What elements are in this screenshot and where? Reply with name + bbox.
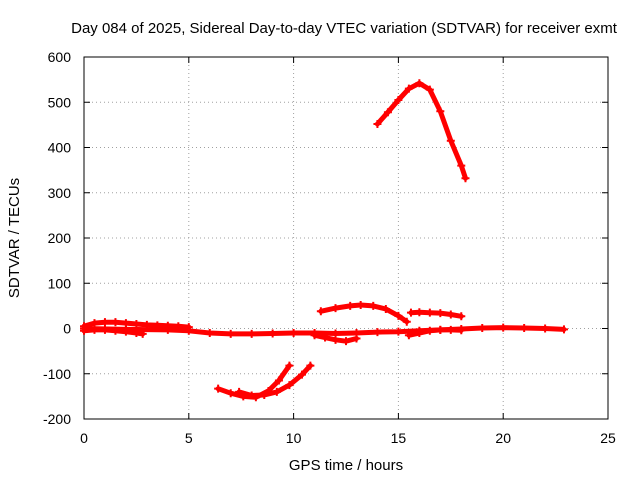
x-tick-label: 0	[80, 430, 88, 446]
data-point	[520, 324, 529, 333]
x-tick-label: 20	[495, 430, 511, 446]
data-point	[394, 327, 403, 336]
data-point	[436, 309, 445, 318]
data-point	[285, 381, 294, 390]
data-point	[289, 329, 298, 338]
data-point	[260, 391, 269, 400]
data-point	[310, 331, 319, 340]
data-point	[436, 107, 445, 116]
data-point	[226, 329, 235, 338]
data-point	[415, 308, 424, 317]
y-tick-label: 600	[48, 49, 72, 65]
data-point	[406, 308, 415, 317]
data-point	[446, 136, 455, 145]
data-point	[499, 323, 508, 332]
data-point	[247, 329, 256, 338]
x-tick-label: 25	[600, 430, 616, 446]
data-point	[394, 311, 403, 320]
data-point	[205, 329, 214, 338]
data-point	[457, 326, 466, 335]
data-point	[404, 84, 413, 93]
data-point	[342, 337, 350, 346]
data-point	[226, 389, 235, 398]
data-point	[373, 328, 382, 337]
y-tick-label: 100	[48, 275, 72, 291]
x-tick-label: 5	[185, 430, 193, 446]
chart-title: Day 084 of 2025, Sidereal Day-to-day VTE…	[71, 20, 618, 37]
data-point	[478, 324, 487, 333]
y-tick-label: -100	[43, 366, 71, 382]
data-point	[559, 325, 568, 334]
data-point	[214, 384, 223, 393]
grid	[84, 57, 608, 419]
data-point	[321, 333, 330, 342]
y-tick-label: 400	[48, 140, 72, 156]
x-axis-title: GPS time / hours	[289, 457, 403, 474]
data-point	[402, 317, 411, 326]
data-point	[285, 361, 294, 370]
data-point	[111, 318, 120, 327]
data-point	[352, 334, 361, 343]
y-axis-title: SDTVAR / TECUs	[6, 178, 23, 298]
data-point	[346, 301, 355, 310]
data-point	[80, 324, 88, 333]
data-point	[457, 312, 466, 321]
data-point	[415, 329, 424, 338]
data-point	[331, 335, 340, 344]
data-point	[457, 161, 466, 170]
y-tick-label: 0	[63, 321, 71, 337]
data-point	[425, 85, 434, 94]
x-tick-label: 10	[286, 430, 302, 446]
data-point	[381, 305, 390, 314]
data-point	[272, 387, 281, 396]
data-point	[306, 361, 315, 370]
data-point	[425, 308, 434, 317]
data-point	[235, 387, 244, 396]
data-point	[394, 95, 403, 104]
data-point	[446, 310, 455, 319]
y-tick-label: 200	[48, 230, 72, 246]
data-point	[100, 318, 109, 327]
data-point	[163, 325, 172, 334]
data-point	[121, 325, 130, 334]
data-point	[415, 79, 424, 88]
data-point	[356, 300, 365, 309]
data-point	[425, 326, 434, 335]
y-tick-label: 300	[48, 185, 72, 201]
data-point	[369, 301, 378, 310]
data-point	[247, 391, 256, 400]
data-point	[404, 331, 413, 340]
data-point	[90, 319, 99, 328]
data-point	[461, 174, 470, 183]
data-point	[274, 376, 283, 385]
y-tick-label: 500	[48, 94, 72, 110]
data-point	[383, 108, 392, 117]
data-point	[297, 370, 306, 379]
data-point	[446, 325, 455, 334]
data-point	[184, 326, 193, 335]
series	[80, 79, 568, 402]
series-line-trace-3	[81, 325, 567, 337]
data-point	[268, 329, 277, 338]
data-point	[316, 307, 325, 316]
data-point	[373, 119, 382, 128]
ticks: 0 5 10 15 20 25 -200 -100 0 100 200 300 400 500 600	[43, 49, 616, 446]
y-tick-label: -200	[43, 411, 71, 427]
data-point	[541, 324, 550, 333]
x-tick-label: 15	[391, 430, 407, 446]
data-point	[436, 325, 445, 334]
data-point	[132, 319, 141, 328]
series-line-trace-8	[374, 80, 468, 181]
data-point	[331, 304, 340, 313]
plot-frame	[83, 56, 609, 420]
